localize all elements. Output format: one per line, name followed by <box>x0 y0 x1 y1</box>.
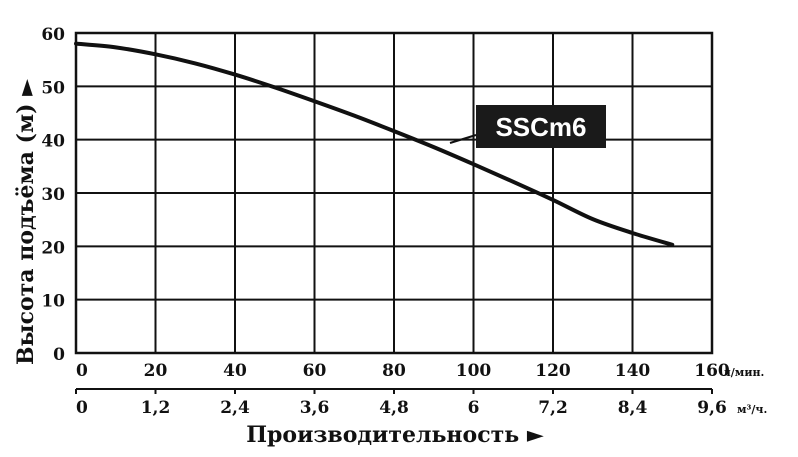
x-primary-tick-label: 160 <box>694 361 730 381</box>
x-primary-tick-label: 80 <box>382 361 406 381</box>
x-secondary-tick-label: 3,6 <box>300 398 330 418</box>
y-tick-label: 0 <box>53 345 65 365</box>
x-secondary-tick-label: 9,6 <box>697 398 727 418</box>
y-tick-label: 10 <box>41 292 65 312</box>
x-primary-tick-label: 0 <box>76 361 88 381</box>
x-primary-tick-label: 140 <box>615 361 651 381</box>
y-axis-title: Высота подъёма (м) ► <box>13 79 39 365</box>
x-secondary-tick-label: 0 <box>76 398 88 418</box>
x-secondary-tick-label: 2,4 <box>220 398 250 418</box>
x-secondary-tick-label: 1,2 <box>141 398 171 418</box>
x-primary-tick-label: 20 <box>144 361 168 381</box>
x-primary-tick-label: 120 <box>535 361 571 381</box>
x-secondary-tick-label: 8,4 <box>618 398 648 418</box>
x-axis-title: Производительность ► <box>246 422 544 448</box>
x-primary-tick-label: 40 <box>223 361 247 381</box>
series-label-text: SSCm6 <box>495 112 586 142</box>
y-tick-label: 30 <box>41 185 65 205</box>
y-tick-labels: 0 10 20 30 40 50 60 <box>41 25 65 365</box>
y-tick-label: 60 <box>41 25 65 45</box>
x-secondary-tick-label: 7,2 <box>538 398 568 418</box>
x-secondary-tick-label: 6 <box>468 398 480 418</box>
series-label-sscm6: SSCm6 <box>449 105 606 148</box>
y-tick-label: 40 <box>41 132 65 152</box>
y-tick-label: 50 <box>41 78 65 98</box>
x-secondary-tick-label: 4,8 <box>379 398 409 418</box>
x-primary-tick-labels: 0 20 40 60 80 100 120 140 160 <box>76 361 730 381</box>
grid-lines <box>76 33 712 353</box>
series-label-box <box>476 105 606 148</box>
x-primary-tick-label: 60 <box>303 361 327 381</box>
series-label-leader <box>449 134 477 144</box>
x-secondary-unit: м³/ч. <box>737 403 767 416</box>
plot-frame <box>74 31 714 355</box>
x-primary-tick-label: 100 <box>456 361 492 381</box>
y-tick-label: 20 <box>41 238 65 258</box>
series-line-sscm6 <box>74 41 675 247</box>
x-primary-unit: л/мин. <box>723 366 764 379</box>
x-secondary-tick-labels: 0 1,2 2,4 3,6 4,8 6 7,2 8,4 9,6 <box>75 388 727 418</box>
